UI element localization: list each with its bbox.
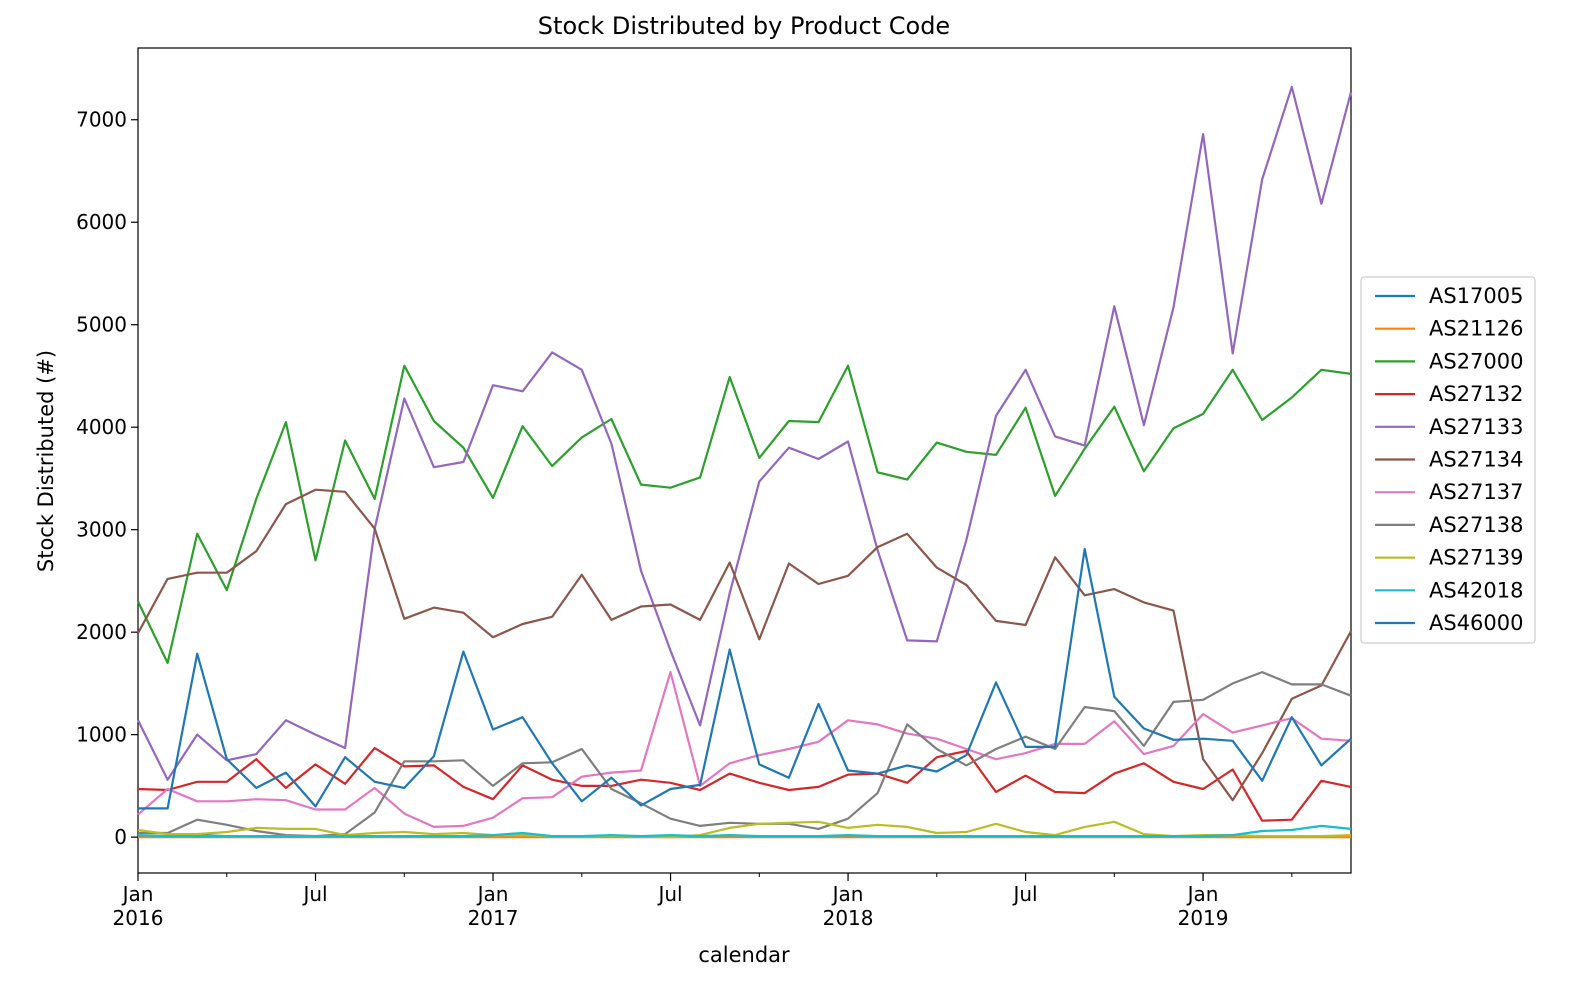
y-tick-label: 0 <box>114 825 127 849</box>
legend-label: AS46000 <box>1429 611 1524 635</box>
x-tick-year-label: 2016 <box>113 906 164 930</box>
y-axis: 0 1000 2000 3000 4000 5000 6000 7000 <box>76 108 138 849</box>
series-line-as27138 <box>138 670 1352 838</box>
x-tick-year-label: 2017 <box>468 906 519 930</box>
legend-label: AS42018 <box>1429 578 1524 602</box>
x-tick-label: Jan <box>831 882 864 906</box>
series-line-as27133 <box>137 85 1353 781</box>
legend-label: AS27132 <box>1429 382 1524 406</box>
x-tick-label: Jul <box>1011 882 1037 906</box>
series-line-as27132 <box>137 746 1352 822</box>
y-tick-label: 7000 <box>76 108 127 132</box>
legend-label: AS27138 <box>1429 513 1524 537</box>
x-tick-label: Jan <box>1186 882 1219 906</box>
y-axis-label: Stock Distributed (#) <box>34 350 58 572</box>
series-line-as42018 <box>137 824 1352 838</box>
series-line-as27000 <box>137 364 1352 665</box>
series-line-as27137 <box>137 670 1352 829</box>
x-axis-label: calendar <box>698 943 790 967</box>
y-tick-label: 4000 <box>76 415 127 439</box>
series-line-as46000 <box>138 547 1352 810</box>
chart-title: Stock Distributed by Product Code <box>538 12 950 40</box>
y-tick-label: 1000 <box>76 723 127 747</box>
x-tick-label: Jul <box>656 882 682 906</box>
legend-label: AS27000 <box>1429 349 1524 373</box>
legend: AS17005 AS21126 AS27000 AS27132 AS27133 AS271… <box>1360 276 1536 644</box>
series-line-as27134 <box>137 488 1352 802</box>
series-line-as27139 <box>137 820 1352 839</box>
x-tick-label: Jan <box>121 882 154 906</box>
legend-label: AS27139 <box>1429 546 1524 570</box>
x-tick-label: Jul <box>301 882 327 906</box>
x-tick-year-label: 2019 <box>1178 906 1229 930</box>
series-lines <box>137 85 1353 839</box>
x-tick-label: Jan <box>476 882 509 906</box>
x-tick-year-label: 2018 <box>823 906 874 930</box>
y-tick-label: 3000 <box>76 518 127 542</box>
y-tick-label: 5000 <box>76 313 127 337</box>
legend-label: AS27134 <box>1429 448 1524 472</box>
legend-label: AS27137 <box>1429 480 1524 504</box>
legend-frame <box>1360 276 1536 644</box>
y-tick-label: 2000 <box>76 620 127 644</box>
y-tick-label: 6000 <box>76 210 127 234</box>
legend-label: AS21126 <box>1429 317 1524 341</box>
legend-label: AS17005 <box>1429 284 1524 308</box>
legend-label: AS27133 <box>1429 415 1524 439</box>
plot-frame <box>137 47 1352 874</box>
